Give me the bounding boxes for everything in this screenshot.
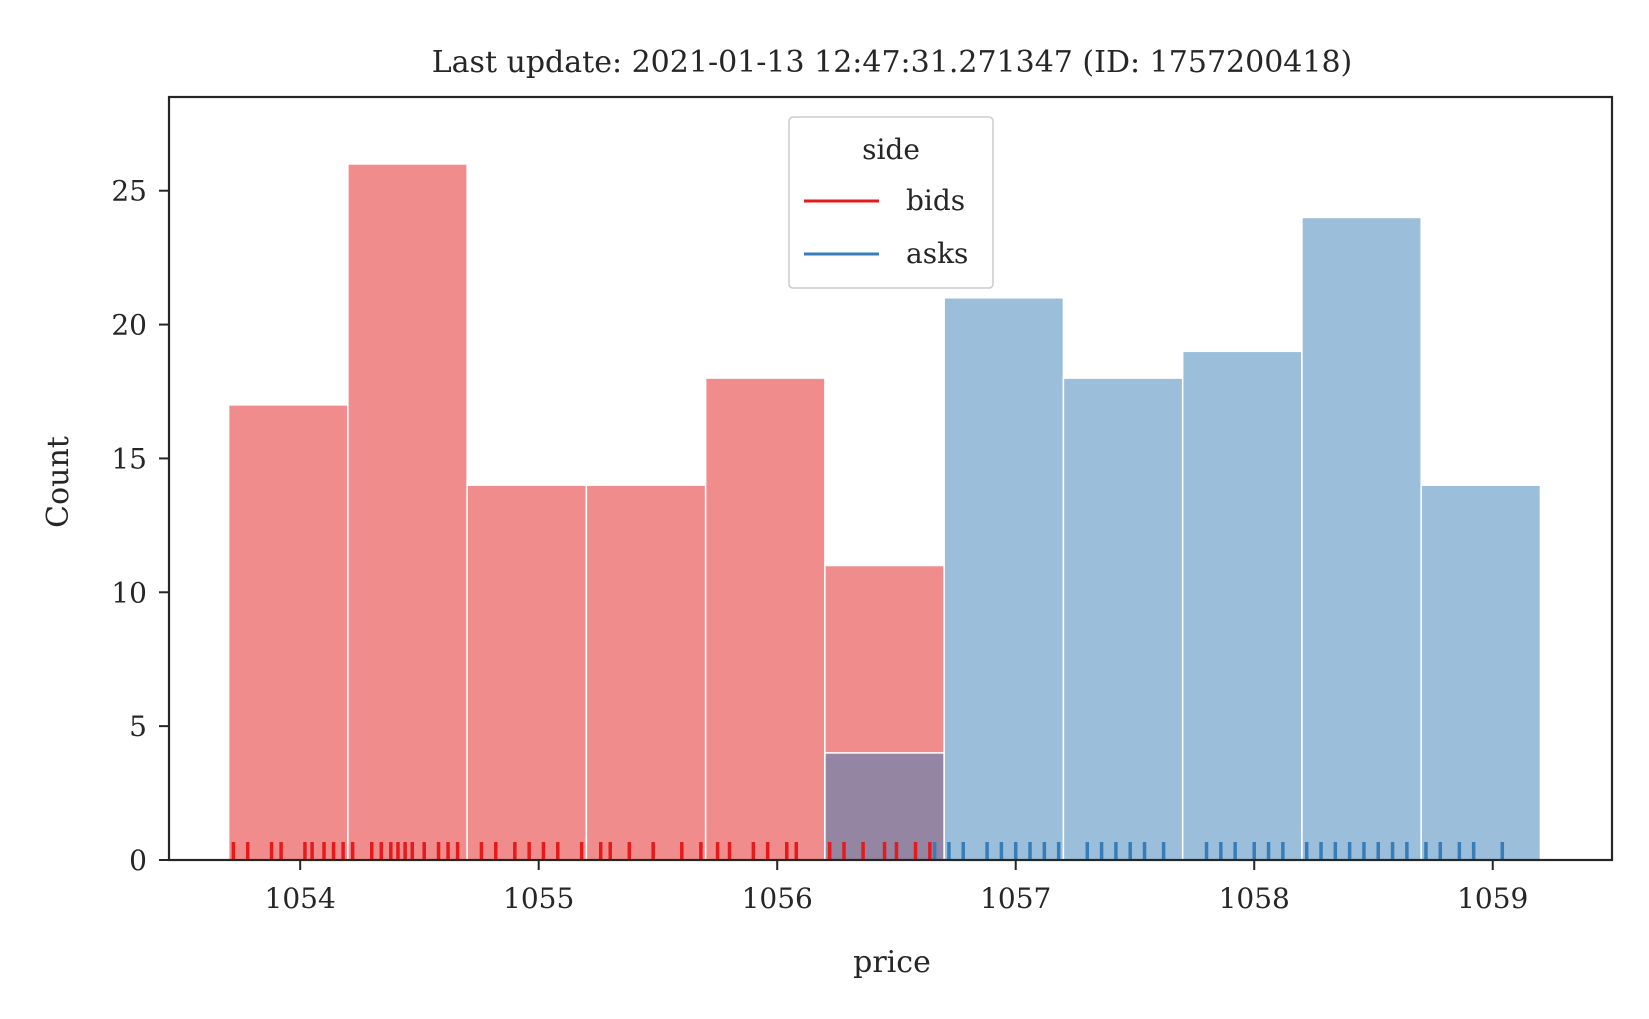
bids-bar-1: [347, 163, 468, 861]
legend: side bids asks: [788, 116, 994, 289]
legend-title: side: [862, 133, 920, 166]
x-tick-label: 1058: [1219, 882, 1290, 915]
x-tick-label: 1057: [980, 882, 1051, 915]
y-tick-label: 5: [129, 710, 147, 743]
bids-bar-2: [466, 484, 588, 861]
asks-bar-1: [943, 297, 1065, 861]
y-axis-label: Count: [41, 436, 76, 528]
x-tick-label: 1055: [503, 882, 574, 915]
asks-bar-3: [1181, 350, 1303, 861]
y-tick-label: 25: [111, 175, 147, 208]
y-tick-label: 15: [111, 442, 147, 475]
axes-layer: [167, 95, 1614, 862]
asks-bar-5: [1420, 484, 1542, 861]
y-tick-label: 10: [111, 576, 147, 609]
rug-layer: [231, 842, 1505, 860]
asks-bar-2: [1062, 377, 1184, 861]
ticks-layer: 1054 1055 1056 1057 1058 1059 0 5 10 15 20 25: [111, 175, 1528, 915]
x-axis-label: price: [853, 945, 931, 980]
legend-box: [788, 116, 994, 289]
bids-bar-3: [585, 484, 707, 861]
y-tick-label: 20: [111, 309, 147, 342]
chart-title: Last update: 2021-01-13 12:47:31.271347 …: [432, 45, 1353, 80]
asks-bar-4: [1301, 216, 1422, 861]
bars-layer: [227, 163, 1542, 861]
legend-label-bids: bids: [906, 184, 965, 217]
legend-label-asks: asks: [906, 237, 968, 270]
y-tick-label: 0: [129, 844, 147, 877]
x-tick-label: 1056: [742, 882, 813, 915]
plot-frame: [167, 95, 1614, 862]
bids-bar-0: [227, 404, 349, 861]
x-tick-label: 1054: [265, 882, 336, 915]
bids-bar-4: [704, 377, 826, 861]
x-tick-label: 1059: [1457, 882, 1528, 915]
